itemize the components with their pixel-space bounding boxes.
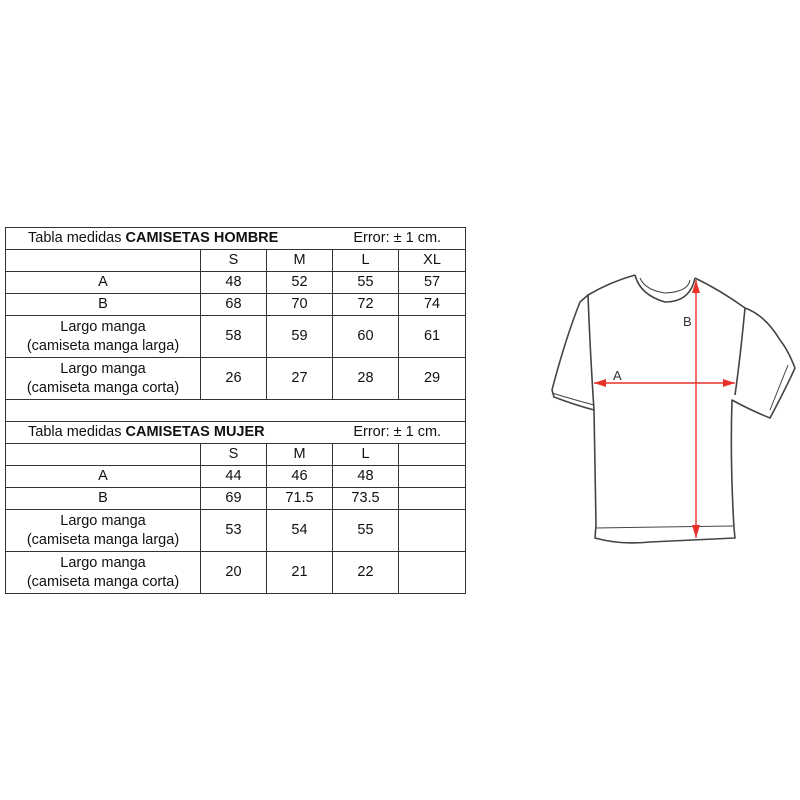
row-label: A	[5, 271, 201, 294]
title-prefix: Tabla medidas	[28, 230, 122, 246]
women-table-title: Tabla medidas CAMISETAS MUJER Error: ± 1 …	[4, 421, 467, 444]
table-cell	[397, 465, 467, 488]
tshirt-outline	[551, 274, 796, 544]
table-cell: 20	[200, 551, 267, 594]
table-cell: 55	[332, 509, 399, 552]
table-cell: 52	[266, 271, 333, 294]
table-cell: 61	[397, 315, 467, 358]
table-cell: 60	[332, 315, 399, 358]
label-b: B	[683, 314, 692, 329]
title-prefix: Tabla medidas	[28, 424, 122, 440]
spacer-cell	[4, 399, 467, 422]
table-row: Largo manga (camiseta manga corta) 20 21 22	[5, 551, 467, 594]
row-label-line1: Largo manga	[60, 360, 146, 377]
row-label: B	[5, 487, 201, 510]
table-cell: 70	[266, 293, 333, 316]
row-label-line1: B	[98, 296, 108, 312]
size-header: S	[200, 249, 267, 272]
men-table-header-row: S M L XL	[5, 249, 467, 272]
size-header: M	[266, 249, 333, 272]
empty-header-cell	[5, 249, 201, 272]
table-cell: 58	[200, 315, 267, 358]
row-label-line1: A	[98, 274, 108, 290]
row-label-line2: (camiseta manga corta)	[26, 573, 180, 590]
table-cell: 73.5	[332, 487, 399, 510]
size-header: XL	[397, 249, 467, 272]
size-header: M	[266, 443, 333, 466]
table-row: B 68 70 72 74	[5, 293, 467, 316]
table-cell: 55	[332, 271, 399, 294]
row-label-line1: Largo manga	[60, 554, 146, 571]
table-cell: 27	[266, 357, 333, 400]
title-bold: CAMISETAS HOMBRE	[125, 230, 279, 246]
table-row: A 48 52 55 57	[5, 271, 467, 294]
men-table-title: Tabla medidas CAMISETAS HOMBRE Error: ± 1…	[4, 227, 467, 250]
error-tolerance: Error: ± 1 cm.	[353, 424, 442, 440]
table-row: A 44 46 48	[5, 465, 467, 488]
table-cell: 22	[332, 551, 399, 594]
measure-a-arrow	[594, 379, 735, 387]
row-label: Largo manga (camiseta manga corta)	[5, 357, 201, 400]
table-cell: 48	[200, 271, 267, 294]
table-cell: 57	[397, 271, 467, 294]
table-cell: 74	[397, 293, 467, 316]
row-label-line2: (camiseta manga corta)	[26, 379, 180, 396]
row-label-line1: Largo manga	[60, 512, 146, 529]
table-row: Largo manga (camiseta manga corta) 26 27 28 2…	[5, 357, 467, 400]
table-cell: 54	[266, 509, 333, 552]
men-table-title-text: Tabla medidas CAMISETAS HOMBRE	[28, 229, 278, 248]
table-row: Largo manga (camiseta manga larga) 53 54 55	[5, 509, 467, 552]
men-table-title-row: Tabla medidas CAMISETAS HOMBRE Error: ± 1…	[4, 227, 467, 250]
table-cell: 59	[266, 315, 333, 358]
table-cell: 21	[266, 551, 333, 594]
table-cell	[397, 551, 467, 594]
error-tolerance: Error: ± 1 cm.	[353, 230, 442, 246]
tshirt-diagram: A B	[551, 274, 796, 544]
row-label-line1: B	[98, 490, 108, 506]
size-header	[397, 443, 467, 466]
row-label: Largo manga (camiseta manga larga)	[5, 509, 201, 552]
row-label-line1: A	[98, 468, 108, 484]
table-cell: 48	[332, 465, 399, 488]
title-bold: CAMISETAS MUJER	[125, 424, 265, 440]
row-label: Largo manga (camiseta manga larga)	[5, 315, 201, 358]
table-cell	[397, 509, 467, 552]
table-cell: 71.5	[266, 487, 333, 510]
label-a: A	[613, 368, 622, 383]
row-label-line2: (camiseta manga larga)	[26, 531, 180, 548]
table-cell: 44	[200, 465, 267, 488]
row-label-line2: (camiseta manga larga)	[26, 337, 180, 354]
row-label: B	[5, 293, 201, 316]
table-cell: 72	[332, 293, 399, 316]
empty-header-cell	[5, 443, 201, 466]
size-chart-table: Tabla medidas CAMISETAS HOMBRE Error: ± 1…	[4, 227, 467, 594]
table-cell: 29	[397, 357, 467, 400]
row-label: Largo manga (camiseta manga corta)	[5, 551, 201, 594]
table-cell: 26	[200, 357, 267, 400]
row-label-line1: Largo manga	[60, 318, 146, 335]
table-row: Largo manga (camiseta manga larga) 58 59 60 6…	[5, 315, 467, 358]
table-cell	[397, 487, 467, 510]
table-cell: 28	[332, 357, 399, 400]
women-table-title-row: Tabla medidas CAMISETAS MUJER Error: ± 1 …	[4, 421, 467, 444]
table-cell: 53	[200, 509, 267, 552]
size-header: S	[200, 443, 267, 466]
spacer-row	[4, 399, 467, 422]
table-cell: 46	[266, 465, 333, 488]
table-cell: 68	[200, 293, 267, 316]
row-label: A	[5, 465, 201, 488]
size-header: L	[332, 249, 399, 272]
table-row: B 69 71.5 73.5	[5, 487, 467, 510]
table-cell: 69	[200, 487, 267, 510]
measure-b-arrow	[692, 280, 700, 538]
size-header: L	[332, 443, 399, 466]
women-table-title-text: Tabla medidas CAMISETAS MUJER	[28, 423, 265, 442]
